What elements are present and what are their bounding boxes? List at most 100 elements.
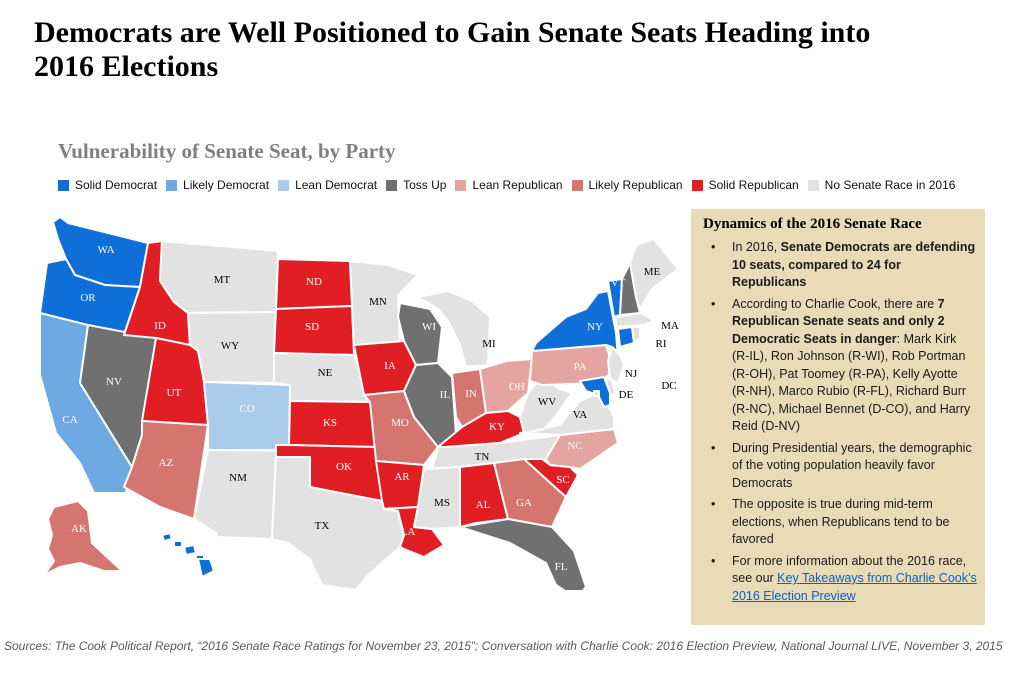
state-label-WV: WV (538, 396, 556, 408)
legend-swatch (166, 179, 178, 191)
state-label-NC: NC (567, 440, 582, 452)
state-label-RI: RI (656, 338, 667, 350)
legend-label: Solid Republican (708, 178, 799, 192)
bullet-more-info: For more information about the 2016 race… (703, 553, 977, 606)
state-label-NY: NY (587, 321, 603, 333)
state-label-CA: CA (62, 414, 77, 426)
state-MI[interactable] (417, 290, 491, 368)
state-label-IL: IL (440, 389, 451, 401)
state-label-AK: AK (71, 523, 87, 535)
state-NM[interactable] (193, 449, 277, 540)
state-HI[interactable] (161, 532, 215, 578)
dynamics-panel: Dynamics of the 2016 Senate Race In 2016… (691, 209, 985, 625)
legend-label: Lean Democrat (295, 178, 378, 192)
state-label-MO: MO (391, 417, 409, 429)
state-label-OH: OH (509, 381, 525, 393)
legend: Solid Democrat Likely Democrat Lean Demo… (58, 178, 964, 192)
legend-label: Likely Democrat (183, 178, 270, 192)
state-label-ID: ID (154, 320, 166, 332)
state-label-UT: UT (167, 387, 182, 399)
state-label-MI: MI (482, 338, 496, 350)
state-label-ME: ME (644, 266, 661, 278)
state-label-AR: AR (394, 471, 410, 483)
state-AK[interactable] (43, 500, 123, 576)
state-AR[interactable] (375, 460, 425, 510)
state-label-KS: KS (323, 417, 337, 429)
state-label-LA: LA (401, 526, 416, 538)
legend-swatch (691, 179, 703, 191)
state-label-DC: DC (661, 380, 676, 392)
sources-note: Sources: The Cook Political Report, “201… (4, 639, 1003, 653)
state-AZ[interactable] (123, 420, 209, 520)
state-RI[interactable] (631, 326, 641, 342)
state-label-AL: AL (476, 499, 491, 511)
state-label-PA: PA (573, 361, 586, 373)
legend-item-likely-democrat: Likely Democrat (166, 178, 269, 192)
state-label-HI: HI (178, 569, 190, 581)
state-CO[interactable] (203, 381, 291, 451)
state-label-MT: MT (214, 274, 231, 286)
state-label-CO: CO (239, 403, 254, 415)
legend-label: Solid Democrat (75, 178, 158, 192)
state-label-SD: SD (305, 321, 319, 333)
legend-swatch (807, 179, 819, 191)
state-label-IA: IA (384, 360, 396, 372)
state-label-CT: CT (641, 353, 655, 365)
state-VA[interactable] (519, 392, 615, 436)
bullet-midterm-elections: The opposite is true during mid-term ele… (703, 496, 977, 549)
state-label-ND: ND (306, 276, 322, 288)
state-ME[interactable] (629, 238, 679, 310)
legend-label: Likely Republican (588, 178, 683, 192)
state-label-DE: DE (619, 389, 634, 401)
legend-item-lean-republican: Lean Republican (455, 178, 563, 192)
state-label-WA: WA (97, 244, 114, 256)
legend-swatch (278, 179, 290, 191)
legend-label: Toss Up (403, 178, 447, 192)
main-title: Democrats are Well Positioned to Gain Se… (34, 16, 871, 83)
state-label-IN: IN (465, 388, 477, 400)
bullet-presidential-years: During Presidential years, the demograph… (703, 440, 977, 493)
state-label-MA: MA (661, 320, 679, 332)
legend-swatch (386, 179, 398, 191)
state-label-WI: WI (422, 321, 436, 333)
state-label-NJ: NJ (625, 368, 638, 380)
legend-item-solid-democrat: Solid Democrat (58, 178, 157, 192)
bullet-seats-in-danger: According to Charlie Cook, there are 7 R… (703, 296, 977, 436)
dynamics-list: In 2016, Senate Democrats are defending … (703, 239, 977, 605)
key-takeaways-link[interactable]: Key Takeaways from Charlie Cook’s 2016 E… (732, 571, 977, 603)
state-label-NV: NV (106, 376, 122, 388)
legend-item-lean-democrat: Lean Democrat (278, 178, 377, 192)
state-label-TN: TN (475, 451, 490, 463)
state-label-OR: OR (80, 292, 96, 304)
state-label-NH: NH (652, 306, 668, 318)
state-label-VT: VT (611, 277, 626, 289)
state-label-FL: FL (555, 561, 568, 573)
state-label-TX: TX (315, 520, 330, 532)
map-subtitle: Vulnerability of Senate Seat, by Party (58, 139, 396, 163)
state-MA[interactable] (615, 312, 655, 328)
state-label-MN: MN (369, 296, 387, 308)
state-FL[interactable] (459, 518, 587, 590)
legend-item-no-race: No Senate Race in 2016 (807, 178, 956, 192)
legend-item-toss-up: Toss Up (386, 178, 446, 192)
state-label-AZ: AZ (159, 457, 174, 469)
state-label-GA: GA (516, 497, 532, 509)
state-label-SC: SC (556, 474, 569, 486)
legend-label: No Senate Race in 2016 (824, 178, 956, 192)
state-label-NE: NE (318, 367, 333, 379)
bullet-seats-defended: In 2016, Senate Democrats are defending … (703, 239, 977, 292)
state-label-MS: MS (434, 497, 450, 509)
state-label-KY: KY (489, 421, 505, 433)
state-DC[interactable] (593, 390, 600, 397)
state-label-WY: WY (221, 340, 239, 352)
state-label-OK: OK (336, 461, 352, 473)
state-CT[interactable] (617, 326, 635, 348)
legend-swatch (455, 179, 467, 191)
legend-item-likely-republican: Likely Republican (571, 178, 683, 192)
state-label-VA: VA (573, 409, 588, 421)
legend-item-solid-republican: Solid Republican (691, 178, 799, 192)
legend-label: Lean Republican (472, 178, 563, 192)
us-senate-map: WA OR CA NV ID MT WY UT AZ CO NM ND SD N… (39, 216, 679, 590)
state-GA[interactable] (493, 458, 567, 528)
state-NJ[interactable] (607, 346, 625, 384)
